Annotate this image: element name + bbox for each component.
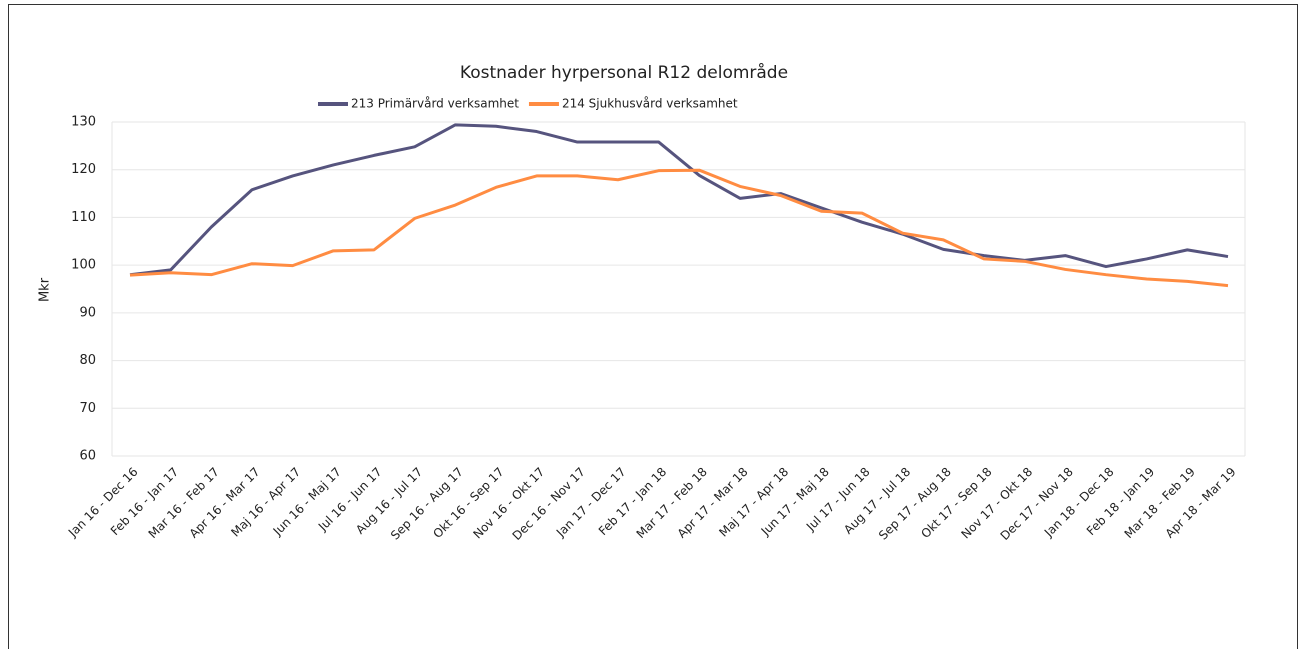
x-tick-label: Jan 17 - Dec 17: [553, 465, 629, 541]
series-line: [129, 123, 1229, 277]
x-tick-label: Sep 17 - Aug 18: [876, 465, 954, 543]
x-tick-label: Okt 16 - Sep 17: [430, 465, 506, 541]
frame: [8, 4, 1298, 649]
x-tick-label: Okt 17 - Sep 18: [918, 465, 994, 541]
x-tick-label: Nov 17 - Okt 18: [958, 465, 1035, 542]
legend-label: 214 Sjukhusvård verksamhet: [562, 97, 738, 111]
y-tick-label: 100: [71, 258, 96, 273]
legend-label: 213 Primärvård verksamhet: [351, 97, 519, 111]
x-tick-label: Sep 16 - Aug 17: [388, 465, 466, 543]
chart-title: Kostnader hyrpersonal R12 delområde: [460, 62, 788, 83]
y-tick-label: 90: [79, 305, 96, 320]
y-tick-label: 60: [79, 449, 96, 464]
x-tick-label: Mar 16 - Feb 17: [146, 465, 222, 541]
x-tick-label: Mar 18 - Feb 19: [1122, 465, 1198, 541]
x-tick-label: Mar 17 - Feb 18: [634, 465, 710, 541]
x-tick-label: Jan 18 - Dec 18: [1041, 465, 1117, 541]
x-tick-label: Apr 17 - Mar 18: [675, 465, 751, 541]
x-tick-label: Apr 18 - Mar 19: [1163, 465, 1239, 541]
y-tick-label: 70: [79, 401, 96, 416]
y-tick-label: 130: [71, 115, 96, 130]
x-tick-label: Apr 16 - Mar 17: [187, 465, 263, 541]
x-tick-label: Maj 16 - Apr 17: [228, 465, 303, 540]
y-axis-label: Mkr: [38, 277, 53, 302]
series-line: [129, 168, 1229, 288]
x-tick-label: Maj 17 - Apr 18: [716, 465, 791, 540]
y-tick-label: 120: [71, 162, 96, 177]
x-tick-label: Jan 16 - Dec 16: [65, 465, 141, 541]
x-tick-label: Nov 16 - Okt 17: [470, 465, 547, 542]
y-tick-label: 110: [71, 210, 96, 225]
x-tick-label: Dec 16 - Nov 17: [510, 465, 588, 543]
x-tick-label: Dec 17 - Nov 18: [998, 465, 1076, 543]
y-tick-label: 80: [79, 353, 96, 368]
